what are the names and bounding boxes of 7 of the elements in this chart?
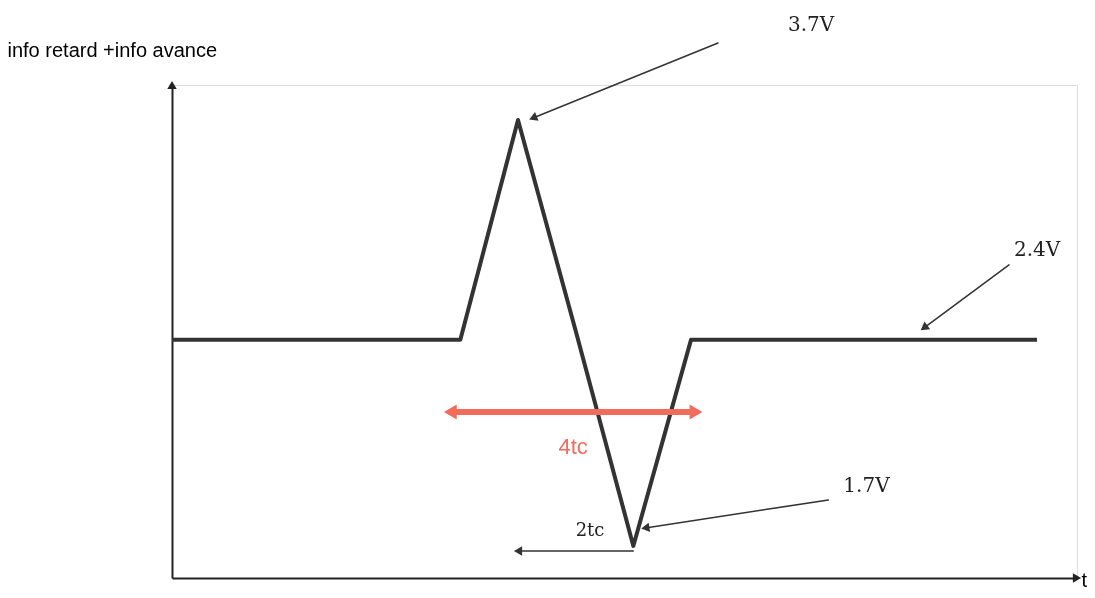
annotation: 1.7V	[843, 472, 891, 497]
text: 3.7V	[788, 12, 835, 36]
annotation: 2.4V	[1014, 236, 1061, 261]
annotation: 2tc	[575, 518, 605, 540]
annotation: 4tc	[558, 433, 588, 459]
y-axis-title: info retard +info avance	[7, 38, 218, 61]
x-axis-title: t	[1081, 568, 1088, 591]
